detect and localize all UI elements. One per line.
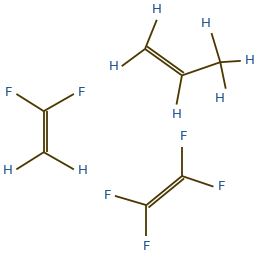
- Text: F: F: [78, 86, 86, 99]
- Text: H: H: [200, 17, 210, 30]
- Text: F: F: [143, 239, 150, 252]
- Text: H: H: [152, 3, 162, 16]
- Text: F: F: [5, 86, 12, 99]
- Text: H: H: [108, 60, 118, 73]
- Text: H: H: [214, 92, 224, 105]
- Text: F: F: [180, 130, 187, 143]
- Text: H: H: [172, 108, 182, 121]
- Text: F: F: [218, 180, 225, 193]
- Text: F: F: [103, 189, 111, 202]
- Text: H: H: [2, 164, 12, 177]
- Text: H: H: [78, 164, 88, 177]
- Text: H: H: [244, 54, 254, 67]
